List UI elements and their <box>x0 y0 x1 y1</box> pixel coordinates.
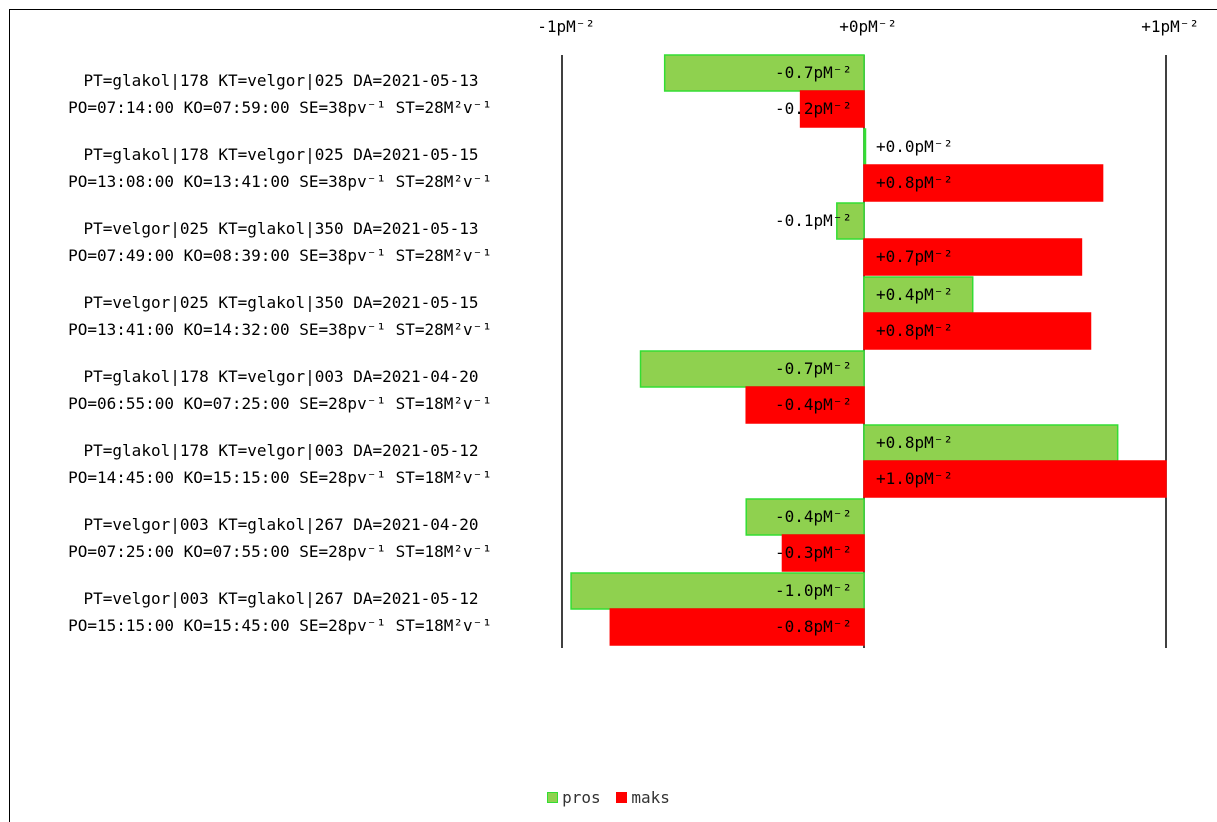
data-label-maks: -0.3pM⁻² <box>775 543 852 562</box>
category-label-line1: PT=glakol|178 KT=velgor|003 DA=2021-05-1… <box>84 441 479 460</box>
legend-item-pros[interactable]: pros <box>547 788 601 807</box>
bar-maks <box>863 238 1083 276</box>
category-label-line1: PT=velgor|003 KT=glakol|267 DA=2021-05-1… <box>84 589 479 608</box>
bar-maks <box>863 164 1104 202</box>
legend-label-maks: maks <box>631 788 670 807</box>
data-label-pros: -1.0pM⁻² <box>775 581 852 600</box>
category-label-line2: PO=13:41:00 KO=14:32:00 SE=38pv⁻¹ ST=28M… <box>68 320 492 339</box>
bar-pros <box>639 350 865 388</box>
data-label-pros: -0.1pM⁻² <box>775 211 852 230</box>
chart-frame <box>9 9 1217 822</box>
data-label-maks: +0.8pM⁻² <box>876 173 953 192</box>
bar-pros <box>836 202 865 240</box>
category-label-line1: PT=glakol|178 KT=velgor|003 DA=2021-04-2… <box>84 367 479 386</box>
legend-swatch-maks <box>616 792 628 803</box>
category-label-line2: PO=06:55:00 KO=07:25:00 SE=28pv⁻¹ ST=18M… <box>68 394 492 413</box>
bar-pros <box>570 572 865 610</box>
category-label-line1: PT=velgor|003 KT=glakol|267 DA=2021-04-2… <box>84 515 479 534</box>
category-label-line2: PO=14:45:00 KO=15:15:00 SE=28pv⁻¹ ST=18M… <box>68 468 492 487</box>
data-label-pros: -0.4pM⁻² <box>775 507 852 526</box>
category-label-line1: PT=glakol|178 KT=velgor|025 DA=2021-05-1… <box>84 71 479 90</box>
category-label-line1: PT=glakol|178 KT=velgor|025 DA=2021-05-1… <box>84 145 479 164</box>
data-label-maks: +0.8pM⁻² <box>876 321 953 340</box>
category-label-line2: PO=15:15:00 KO=15:45:00 SE=28pv⁻¹ ST=18M… <box>68 616 492 635</box>
bar-maks <box>863 460 1167 498</box>
data-label-pros: -0.7pM⁻² <box>775 63 852 82</box>
bar-maks <box>781 534 865 572</box>
category-label-line2: PO=07:14:00 KO=07:59:00 SE=38pv⁻¹ ST=28M… <box>68 98 492 117</box>
bar-pros <box>863 128 867 166</box>
bar-maks <box>609 608 865 646</box>
legend-label-pros: pros <box>562 788 601 807</box>
data-label-maks: -0.2pM⁻² <box>775 99 852 118</box>
data-label-maks: -0.4pM⁻² <box>775 395 852 414</box>
data-label-maks: +0.7pM⁻² <box>876 247 953 266</box>
x-tick-label: +1pM⁻² <box>1141 17 1199 36</box>
bar-maks <box>863 312 1092 350</box>
legend: pros maks <box>0 788 1217 807</box>
bar-pros <box>745 498 865 536</box>
bar-pros <box>863 424 1119 462</box>
category-label-line2: PO=07:49:00 KO=08:39:00 SE=38pv⁻¹ ST=28M… <box>68 246 492 265</box>
data-label-pros: +0.8pM⁻² <box>876 433 953 452</box>
bar-maks <box>745 386 865 424</box>
category-label-line2: PO=07:25:00 KO=07:55:00 SE=28pv⁻¹ ST=18M… <box>68 542 492 561</box>
x-tick-label: -1pM⁻² <box>537 17 595 36</box>
category-label-line2: PO=13:08:00 KO=13:41:00 SE=38pv⁻¹ ST=28M… <box>68 172 492 191</box>
x-tick-label: +0pM⁻² <box>839 17 897 36</box>
data-label-pros: -0.7pM⁻² <box>775 359 852 378</box>
bar-maks <box>799 90 865 128</box>
bar-pros <box>663 54 865 92</box>
legend-swatch-pros <box>547 792 559 803</box>
category-label-line1: PT=velgor|025 KT=glakol|350 DA=2021-05-1… <box>84 219 479 238</box>
data-label-pros: +0.4pM⁻² <box>876 285 953 304</box>
legend-item-maks[interactable]: maks <box>616 788 670 807</box>
data-label-maks: +1.0pM⁻² <box>876 469 953 488</box>
data-label-pros: +0.0pM⁻² <box>876 137 953 156</box>
category-label-line1: PT=velgor|025 KT=glakol|350 DA=2021-05-1… <box>84 293 479 312</box>
data-label-maks: -0.8pM⁻² <box>775 617 852 636</box>
